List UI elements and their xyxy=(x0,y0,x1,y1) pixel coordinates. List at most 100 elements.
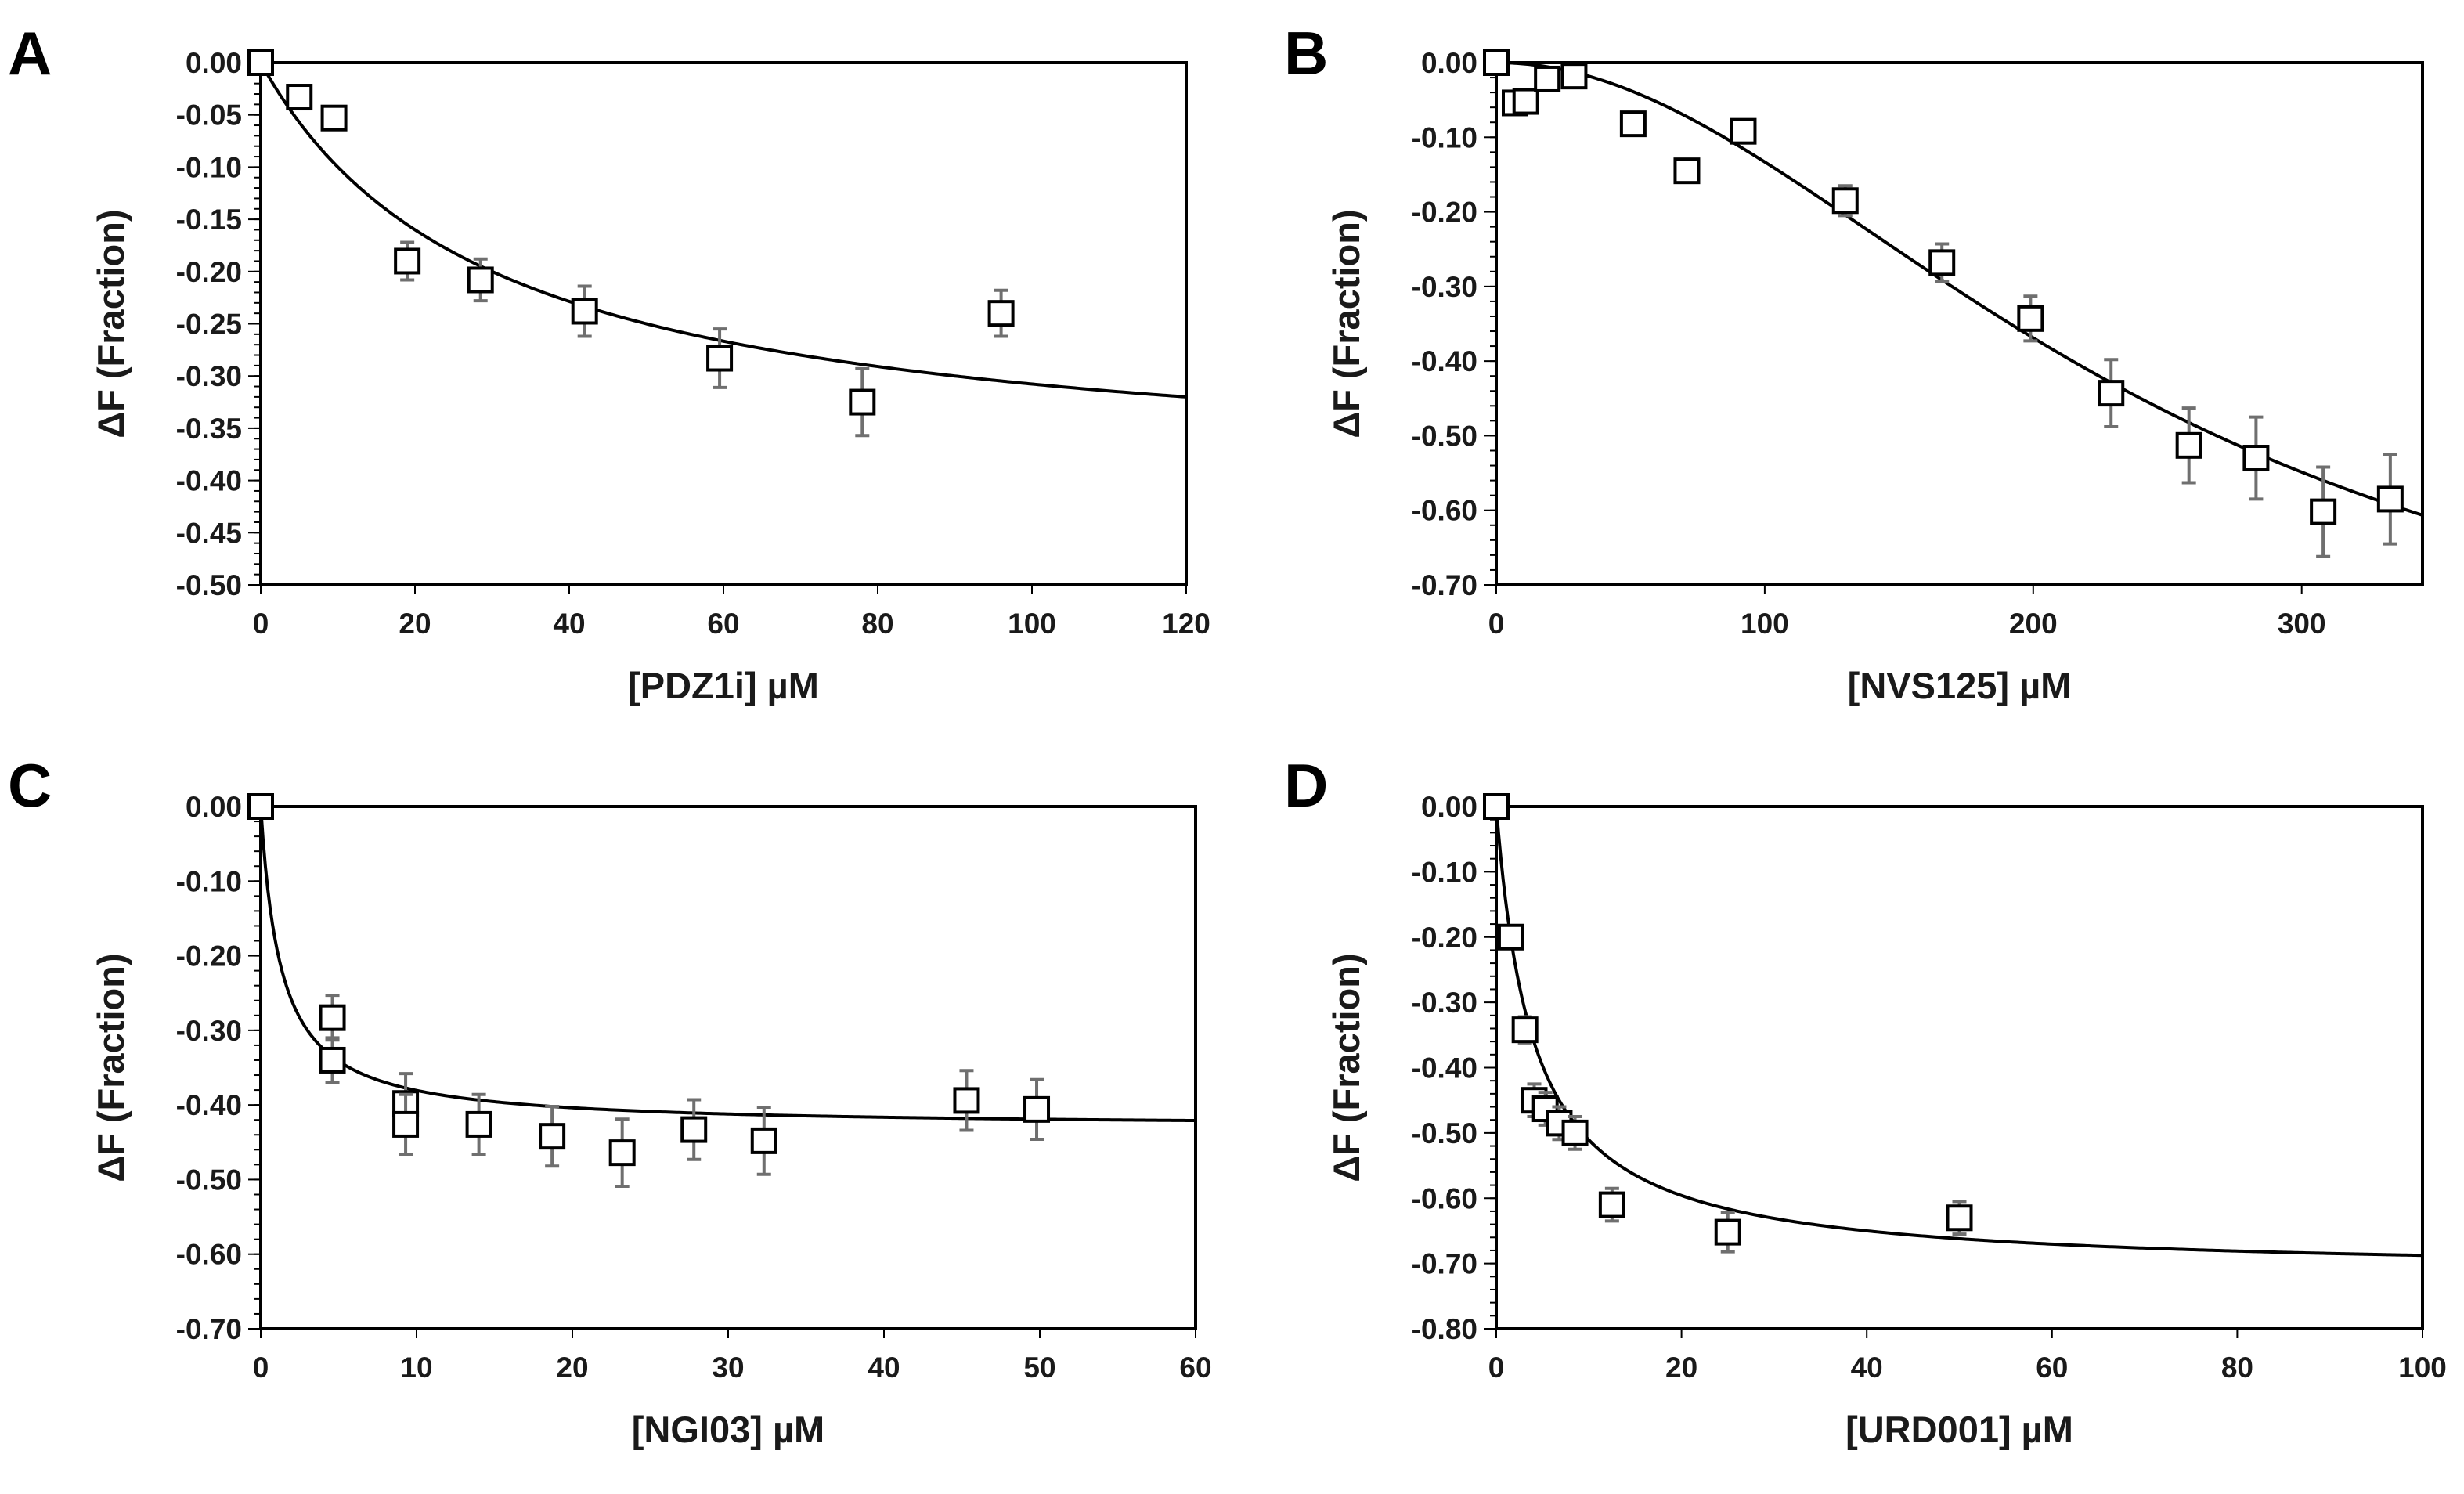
y-tick-label: -0.60 xyxy=(1412,495,1477,527)
y-tick-label: -0.35 xyxy=(176,413,242,445)
plot-frame xyxy=(259,61,1188,586)
x-tick-label: 80 xyxy=(2221,1351,2253,1384)
square-marker xyxy=(849,388,876,416)
x-tick-label: 40 xyxy=(868,1351,900,1384)
square-marker xyxy=(1483,793,1510,820)
square-marker xyxy=(1023,1095,1051,1123)
y-tick-label: -0.40 xyxy=(176,465,242,497)
square-marker xyxy=(1534,65,1561,92)
square-marker xyxy=(571,298,598,325)
data-point xyxy=(1946,1200,1973,1236)
x-tick-label: 0 xyxy=(253,608,269,640)
data-point xyxy=(953,1069,980,1132)
panel-letter: B xyxy=(1284,19,1328,88)
square-marker xyxy=(1497,923,1524,951)
data-point xyxy=(1673,157,1701,185)
x-tick-label: 20 xyxy=(1665,1351,1697,1384)
y-tick-label: -0.70 xyxy=(1412,1248,1477,1280)
y-tick-label: -0.25 xyxy=(176,309,242,341)
data-point xyxy=(467,257,494,303)
data-point xyxy=(750,1106,777,1176)
data-point xyxy=(320,104,348,132)
panel-b-chart: B 0.00 -0.10 -0.20 -0.30 -0.40 -0.50 -0.60 -0.70… xyxy=(1284,19,2424,706)
data-point xyxy=(1483,49,1510,76)
data-point xyxy=(2376,453,2404,546)
x-tick-label: 100 xyxy=(1741,608,1789,640)
panel-d-chart: D 0.00 -0.10 -0.20 -0.30 -0.40 -0.50 -0.60 -0.70… xyxy=(1284,751,2447,1450)
x-tick-label: 120 xyxy=(1162,608,1210,640)
data-point xyxy=(1483,793,1510,820)
data-point xyxy=(1497,923,1524,951)
y-tick-label: -0.50 xyxy=(1412,420,1477,452)
y-tick-label: -0.40 xyxy=(176,1089,242,1121)
y-tick-label: -0.30 xyxy=(1412,987,1477,1019)
y-tick-label: -0.50 xyxy=(176,1164,242,1196)
panel-a-chart: A 0.00 -0.05 -0.10 -0.15 -0.20 -0.25 -0.30 -0.35… xyxy=(8,19,1210,706)
x-tick-label: 60 xyxy=(2036,1351,2068,1384)
y-axis-title: ΔF (Fraction) xyxy=(90,953,132,1182)
square-marker xyxy=(247,49,274,76)
data-point xyxy=(706,327,734,389)
y-axis-title: ΔF (Fraction) xyxy=(1326,209,1367,438)
y-tick-label: -0.50 xyxy=(176,569,242,601)
data-point xyxy=(1561,1115,1589,1151)
data-point xyxy=(1511,1015,1539,1045)
data-point xyxy=(987,288,1015,338)
x-tick-label: 200 xyxy=(2009,608,2058,640)
square-marker xyxy=(1730,117,1757,145)
data-point xyxy=(465,1092,492,1157)
data-point xyxy=(1598,1186,1625,1223)
square-marker xyxy=(1619,110,1647,138)
x-axis-title: [NVS125] µM xyxy=(1848,665,2072,706)
square-marker xyxy=(539,1123,566,1150)
plot-frame xyxy=(259,805,1197,1330)
y-tick-label: -0.20 xyxy=(176,256,242,288)
data-point xyxy=(1534,65,1561,92)
y-tick-label: -0.50 xyxy=(1412,1117,1477,1149)
fit-curve xyxy=(1495,806,2423,1258)
data-point xyxy=(1619,110,1647,138)
y-tick-label: 0.00 xyxy=(1421,791,1477,823)
y-tick-label: -0.15 xyxy=(176,204,242,236)
plot-frame xyxy=(1495,61,2424,586)
y-tick-label: -0.30 xyxy=(176,1015,242,1047)
x-tick-label: 0 xyxy=(253,1351,269,1384)
data-point xyxy=(319,1036,346,1084)
data-point xyxy=(247,793,274,820)
x-tick-label: 300 xyxy=(2278,608,2326,640)
y-tick-label: -0.10 xyxy=(176,151,242,183)
y-tick-label: -0.70 xyxy=(1412,569,1477,601)
y-tick-label: -0.40 xyxy=(1412,345,1477,377)
x-tick-label: 0 xyxy=(1488,1351,1505,1384)
data-point xyxy=(2098,358,2125,428)
data-point xyxy=(1512,88,1539,115)
data-point xyxy=(1023,1077,1051,1141)
x-tick-label: 30 xyxy=(712,1351,744,1384)
panel-letter: C xyxy=(8,751,52,820)
y-tick-label: -0.80 xyxy=(1412,1313,1477,1345)
square-marker xyxy=(320,104,348,132)
data-point xyxy=(2310,465,2337,558)
data-point xyxy=(539,1105,566,1168)
square-marker xyxy=(1483,49,1510,76)
y-tick-label: -0.20 xyxy=(1412,922,1477,954)
y-tick-label: -0.10 xyxy=(1412,121,1477,153)
square-marker xyxy=(2017,305,2044,332)
square-marker xyxy=(467,266,494,294)
square-marker xyxy=(2098,380,2125,407)
square-marker xyxy=(1512,88,1539,115)
y-tick-label: -0.10 xyxy=(176,865,242,897)
panel-c-chart: C 0.00 -0.10 -0.20 -0.30 -0.40 -0.50 -0.60 -0.70… xyxy=(8,751,1212,1450)
fit-curve xyxy=(259,62,1187,399)
square-marker xyxy=(394,247,421,275)
square-marker xyxy=(319,1046,346,1074)
data-point xyxy=(247,49,274,76)
x-tick-label: 40 xyxy=(1851,1351,1883,1384)
x-axis-title: [PDZ1i] µM xyxy=(628,665,819,706)
y-tick-label: -0.10 xyxy=(1412,856,1477,888)
y-axis-title: ΔF (Fraction) xyxy=(90,209,132,438)
data-point xyxy=(2175,406,2202,485)
x-axis-title: [URD001] µM xyxy=(1845,1409,2073,1450)
x-tick-label: 80 xyxy=(861,608,893,640)
y-tick-label: 0.00 xyxy=(1421,47,1477,79)
